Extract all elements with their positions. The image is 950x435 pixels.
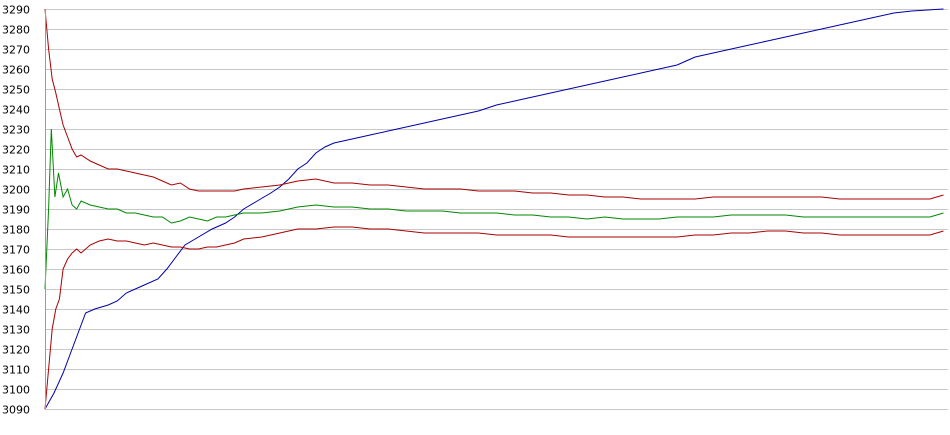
y-tick-label: 3290	[2, 4, 30, 17]
series-line-1	[44, 8, 944, 410]
y-tick-label: 3190	[2, 204, 30, 217]
grid-lines	[45, 9, 948, 410]
y-tick-label: 3170	[2, 244, 30, 257]
y-tick-label: 3200	[2, 184, 30, 197]
series-line-2	[44, 128, 944, 290]
series-line-4	[44, 226, 944, 410]
y-tick-label: 3210	[2, 164, 30, 177]
y-tick-label: 3100	[2, 384, 30, 397]
y-tick-label: 3270	[2, 44, 30, 57]
y-tick-label: 3230	[2, 124, 30, 137]
y-tick-label: 3140	[2, 304, 30, 317]
y-tick-label: 3260	[2, 64, 30, 77]
y-tick-label: 3250	[2, 84, 30, 97]
y-tick-labels: 3090 3100 3110 3120 3130 3140 3150 3160 3170 3180…	[2, 4, 30, 417]
series-line-3	[44, 8, 944, 200]
y-tick-label: 3280	[2, 24, 30, 37]
y-tick-label: 3130	[2, 324, 30, 337]
y-tick-label: 3160	[2, 264, 30, 277]
y-tick-label: 3110	[2, 364, 30, 377]
series-lines	[44, 8, 944, 410]
y-tick-label: 3090	[2, 404, 30, 417]
y-tick-label: 3180	[2, 224, 30, 237]
y-tick-label: 3120	[2, 344, 30, 357]
y-tick-label: 3240	[2, 104, 30, 117]
y-tick-label: 3220	[2, 144, 30, 157]
y-tick-label: 3150	[2, 284, 30, 297]
